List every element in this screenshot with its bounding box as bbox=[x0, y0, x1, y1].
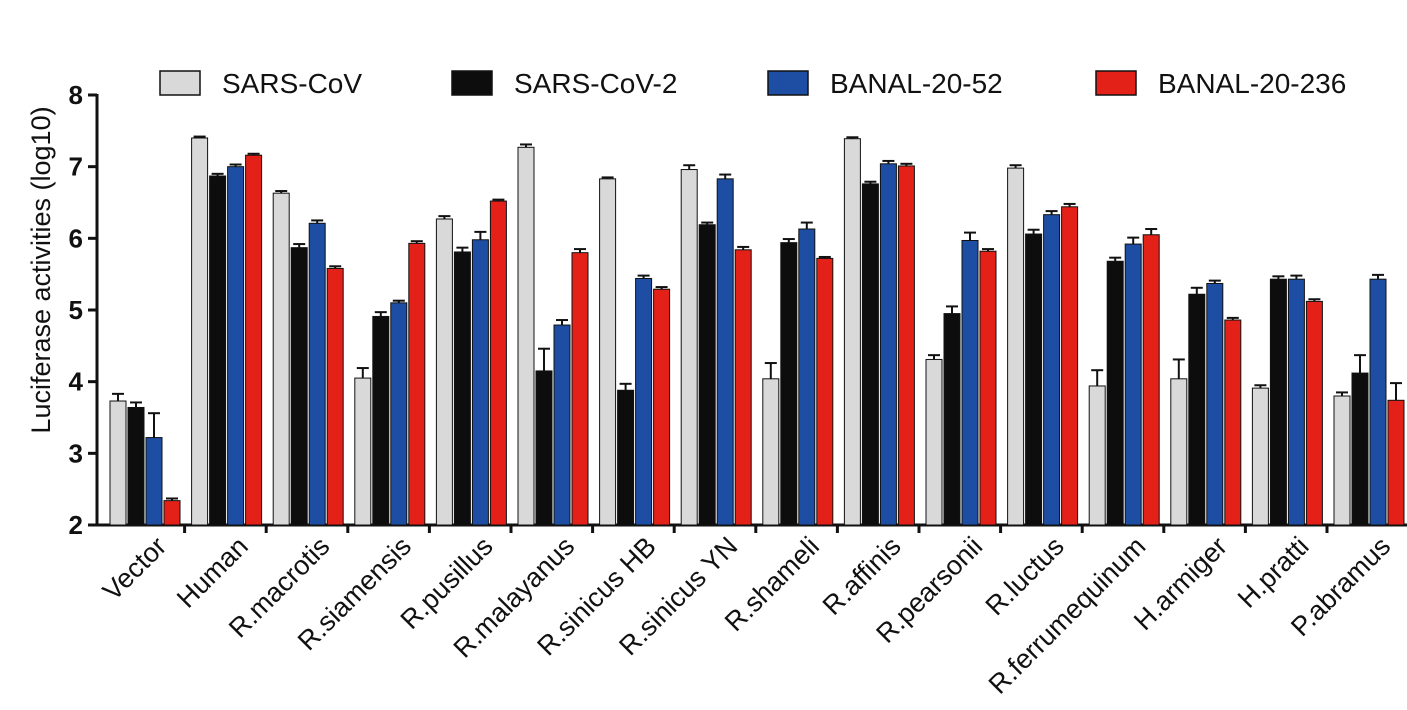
bar bbox=[680, 169, 698, 526]
bar bbox=[435, 218, 453, 526]
bar bbox=[925, 358, 943, 526]
legend-swatch bbox=[1095, 70, 1137, 96]
y-tick-label: 5 bbox=[69, 295, 83, 325]
bar bbox=[1206, 282, 1224, 526]
bar bbox=[517, 146, 535, 526]
y-axis-title: Luciferase activities (log10) bbox=[26, 106, 56, 433]
bar bbox=[1287, 278, 1305, 526]
bar bbox=[798, 228, 816, 526]
legend-label: SARS-CoV bbox=[222, 68, 362, 99]
bars bbox=[109, 135, 1405, 526]
bar bbox=[308, 222, 326, 526]
bar bbox=[1251, 387, 1269, 526]
y-tick-label: 2 bbox=[69, 510, 83, 540]
bar bbox=[145, 437, 163, 526]
legend-swatch bbox=[451, 70, 493, 96]
bar bbox=[1305, 300, 1323, 526]
bar bbox=[1007, 167, 1025, 526]
bar bbox=[1142, 234, 1160, 526]
bar bbox=[390, 302, 408, 526]
legend-label: BANAL-20-52 bbox=[830, 68, 1003, 99]
bar bbox=[1224, 319, 1242, 526]
bar bbox=[109, 400, 127, 526]
bar bbox=[326, 267, 344, 526]
bar bbox=[1369, 278, 1387, 526]
bar bbox=[127, 406, 145, 526]
bar bbox=[879, 163, 897, 526]
bar bbox=[816, 257, 834, 526]
bar bbox=[1170, 378, 1188, 526]
bar bbox=[653, 288, 671, 526]
bar bbox=[1188, 293, 1206, 526]
bar bbox=[716, 178, 734, 526]
bar bbox=[245, 154, 263, 526]
bar bbox=[571, 252, 589, 526]
bar bbox=[1043, 214, 1061, 526]
y-tick-label: 7 bbox=[69, 152, 83, 182]
bar bbox=[535, 370, 553, 526]
bar bbox=[489, 200, 507, 526]
category-label: Human bbox=[171, 531, 254, 614]
bar bbox=[734, 249, 752, 526]
bar bbox=[780, 242, 798, 526]
bar bbox=[635, 277, 653, 526]
y-tick-label: 3 bbox=[69, 438, 83, 468]
legend-label: SARS-CoV-2 bbox=[514, 68, 677, 99]
legend-label: BANAL-20-236 bbox=[1158, 68, 1346, 99]
y-tick-label: 8 bbox=[69, 80, 83, 110]
bar bbox=[553, 324, 571, 526]
bar bbox=[290, 247, 308, 526]
category-label: R.ferrumequinum bbox=[983, 531, 1152, 700]
category-label: H.pratti bbox=[1232, 531, 1315, 614]
bar bbox=[1269, 278, 1287, 526]
bar bbox=[617, 389, 635, 526]
bar bbox=[354, 377, 372, 526]
bar bbox=[1387, 399, 1405, 526]
y-tick-label: 4 bbox=[69, 367, 84, 397]
bar bbox=[227, 166, 245, 526]
bar bbox=[1351, 372, 1369, 526]
legend-swatch bbox=[159, 70, 201, 96]
bar bbox=[471, 239, 489, 526]
bar bbox=[943, 313, 961, 526]
bar bbox=[762, 378, 780, 526]
bar bbox=[408, 242, 426, 526]
bar bbox=[979, 250, 997, 526]
bar bbox=[1124, 243, 1142, 526]
bar bbox=[163, 500, 181, 526]
bar bbox=[272, 192, 290, 526]
x-axis-labels: VectorHumanR.macrotisR.siamensisR.pusill… bbox=[97, 531, 1396, 700]
bar bbox=[209, 175, 227, 526]
bar bbox=[599, 178, 617, 526]
legend-swatch bbox=[767, 70, 809, 96]
bar bbox=[1333, 395, 1351, 526]
bar bbox=[1025, 233, 1043, 526]
bar bbox=[191, 137, 209, 526]
bar bbox=[843, 138, 861, 526]
bar bbox=[372, 315, 390, 526]
legend: SARS-CoV SARS-CoV-2 BANAL-20-52 BANAL-20-23… bbox=[159, 68, 1346, 99]
bar bbox=[861, 183, 879, 526]
bar bbox=[698, 224, 716, 526]
bar bbox=[1088, 385, 1106, 526]
bar bbox=[1106, 260, 1124, 526]
category-label: Vector bbox=[97, 531, 172, 606]
bar bbox=[897, 165, 915, 526]
y-tick-label: 6 bbox=[69, 223, 83, 253]
bar bbox=[1061, 206, 1079, 526]
bar bbox=[961, 239, 979, 526]
bar bbox=[453, 251, 471, 526]
